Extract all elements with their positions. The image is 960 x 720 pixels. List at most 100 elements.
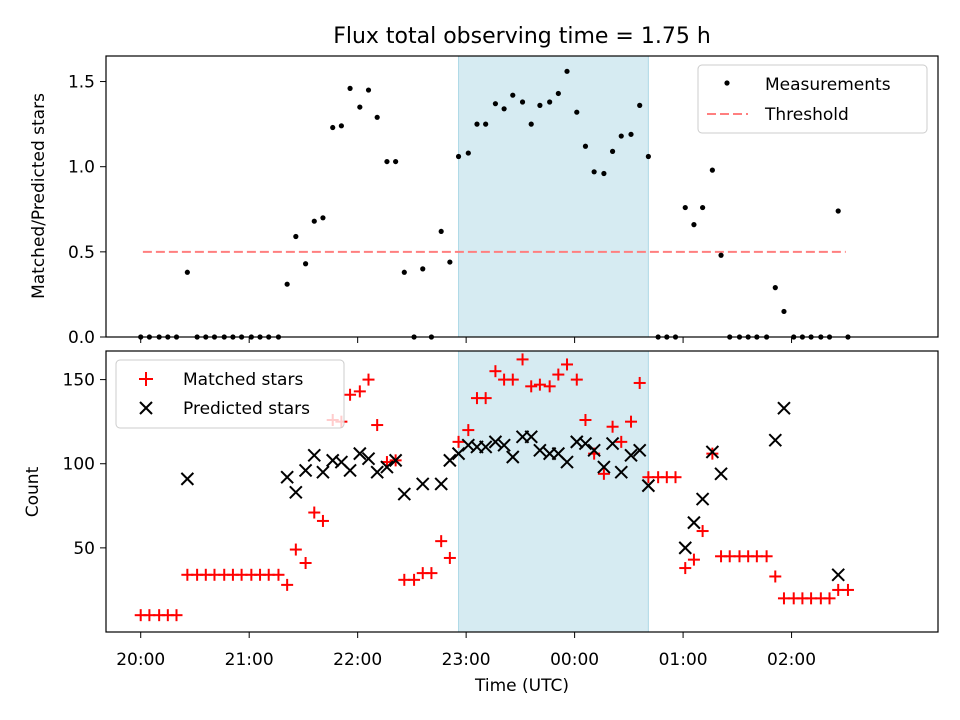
measurement-point — [374, 114, 380, 120]
measurement-point — [420, 266, 426, 272]
matched-star-point — [516, 353, 529, 366]
top-y-ticks: 0.0 0.5 1.0 1.5 — [68, 73, 106, 348]
measurement-point — [393, 158, 399, 165]
bottom-y-axis-label: Count — [23, 466, 43, 517]
matched-star-point — [316, 514, 329, 527]
measurement-point — [772, 285, 778, 291]
top-highlight-span — [458, 55, 649, 338]
chart-title: Flux total observing time = 1.75 h — [333, 24, 711, 49]
matched-star-point — [679, 562, 692, 575]
legend-measurements-marker — [724, 80, 730, 86]
predicted-star-point — [280, 470, 294, 484]
predicted-star-point — [434, 477, 448, 491]
matched-star-point — [633, 376, 646, 389]
measurement-point — [591, 169, 597, 175]
predicted-star-point — [316, 465, 330, 479]
x-tick-label: 01:00 — [659, 650, 708, 670]
measurement-point — [555, 90, 561, 97]
measurement-point — [618, 133, 624, 139]
measurement-point — [447, 259, 453, 265]
measurement-point — [691, 222, 697, 228]
predicted-star-point — [587, 443, 601, 457]
measurement-point — [284, 281, 290, 287]
predicted-star-point — [307, 448, 321, 463]
measurement-point — [528, 121, 534, 127]
x-tick-label: 23:00 — [442, 650, 491, 670]
measurement-point — [582, 143, 589, 149]
matched-star-point — [543, 380, 556, 393]
predicted-star-point — [416, 477, 430, 491]
matched-star-point — [443, 551, 456, 564]
matched-star-point — [669, 471, 682, 484]
legend-predicted-label: Predicted stars — [183, 399, 310, 419]
predicted-star-point — [831, 568, 845, 582]
measurement-point — [338, 123, 344, 129]
bottom-highlight-span — [458, 350, 649, 633]
top-y-tick-label: 0.0 — [68, 328, 95, 348]
matched-star-point — [570, 373, 583, 386]
matched-star-point — [452, 435, 465, 448]
x-tick-label: 21:00 — [225, 650, 274, 670]
measurement-point — [645, 153, 651, 160]
measurement-point — [401, 269, 407, 275]
predicted-star-point — [695, 492, 710, 506]
matched-star-point — [506, 373, 519, 386]
top-panel: 0.0 0.5 1.0 1.5 Matched/Predicted stars Mea… — [29, 55, 939, 348]
matched-star-point — [579, 413, 592, 426]
legend-measurements-label: Measurements — [765, 75, 891, 95]
predicted-star-point — [768, 433, 782, 447]
matched-star-point — [308, 506, 321, 519]
predicted-star-point — [380, 460, 394, 474]
predicted-star-point — [343, 463, 357, 478]
matched-star-point — [760, 550, 773, 563]
measurement-point — [718, 252, 724, 258]
matched-star-point — [533, 378, 546, 391]
matched-star-point — [362, 373, 375, 386]
predicted-star-point — [687, 515, 701, 530]
matched-star-point — [281, 578, 294, 591]
measurement-point — [492, 101, 499, 107]
matched-star-point — [706, 447, 719, 460]
measurement-point — [474, 121, 480, 127]
matched-star-point — [823, 592, 836, 605]
measurement-point — [547, 99, 553, 105]
predicted-star-point — [488, 435, 503, 449]
matched-star-point — [489, 365, 502, 378]
top-legend: Measurements Threshold — [697, 64, 928, 134]
bottom-panel: 20:00 21:00 22:00 23:00 00:00 01:00 02:00 50 10… — [23, 350, 939, 696]
predicted-star-point — [605, 436, 620, 451]
legend-threshold-label: Threshold — [764, 105, 849, 125]
matched-star-point — [353, 385, 366, 398]
matched-star-point — [435, 535, 448, 548]
predicted-star-point — [289, 485, 303, 500]
predicted-star-point — [370, 465, 384, 479]
predicted-star-point — [524, 430, 538, 444]
predicted-star-point — [678, 541, 692, 555]
predicted-star-point — [478, 440, 493, 454]
predicted-star-point — [705, 445, 720, 459]
measurement-point — [519, 99, 526, 105]
legend-predicted-marker — [139, 401, 153, 415]
measurement-point — [384, 158, 390, 165]
measurement-point — [835, 208, 841, 214]
bottom-y-tick-label: 150 — [63, 371, 95, 391]
predicted-star-point — [632, 443, 647, 457]
measurement-point — [609, 148, 616, 154]
measurement-point — [184, 269, 190, 275]
top-y-tick-label: 0.5 — [68, 243, 95, 263]
measurement-point — [365, 87, 372, 93]
bottom-y-ticks: 50 100 150 — [63, 371, 106, 559]
measurement-point — [709, 167, 715, 173]
matched-star-point — [425, 567, 438, 580]
matched-star-point — [289, 543, 302, 556]
top-span-rect — [458, 55, 649, 338]
top-axes-frame — [105, 55, 939, 338]
measurement-point — [311, 218, 317, 224]
measurement-point — [330, 124, 336, 131]
matched-star-point — [299, 557, 312, 570]
predicted-star-point — [614, 465, 628, 479]
predicted-star-point — [578, 436, 593, 451]
measurement-point — [700, 204, 706, 211]
matched-star-point — [606, 420, 619, 433]
